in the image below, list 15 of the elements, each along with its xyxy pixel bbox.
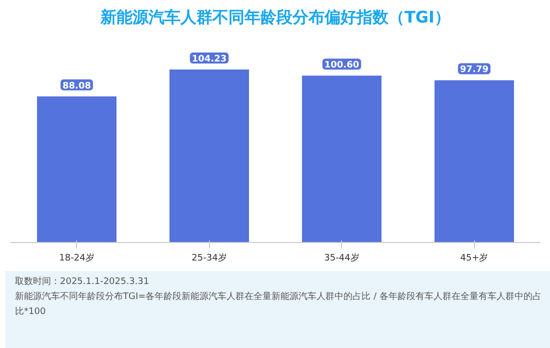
x-tick-label: 35-44岁 xyxy=(324,252,360,264)
x-tick-label: 18-24岁 xyxy=(59,252,94,264)
data-label: 100.60 xyxy=(324,60,360,71)
x-tick-label: 25-34岁 xyxy=(192,252,227,264)
bar xyxy=(434,80,514,242)
text: 取数时间：2025.1.1-2025.3.31 xyxy=(15,276,150,289)
data-label: 104.23 xyxy=(192,54,227,65)
data-label: 88.08 xyxy=(62,81,91,92)
chart-title: 新能源汽车人群不同年龄段分布偏好指数（TGI） xyxy=(100,8,450,26)
bar xyxy=(170,70,249,242)
data-label: 97.79 xyxy=(460,65,488,76)
x-tick-label: 45+岁 xyxy=(460,252,488,264)
text: 新能源汽车不同年龄段分布TGI=各年龄段新能源汽车人群在全量新能源汽车人群中的占比 / 各年龄段有车人群在全量有车人群中的占比*100 xyxy=(15,290,542,319)
bar xyxy=(37,96,116,242)
bar xyxy=(302,76,382,242)
